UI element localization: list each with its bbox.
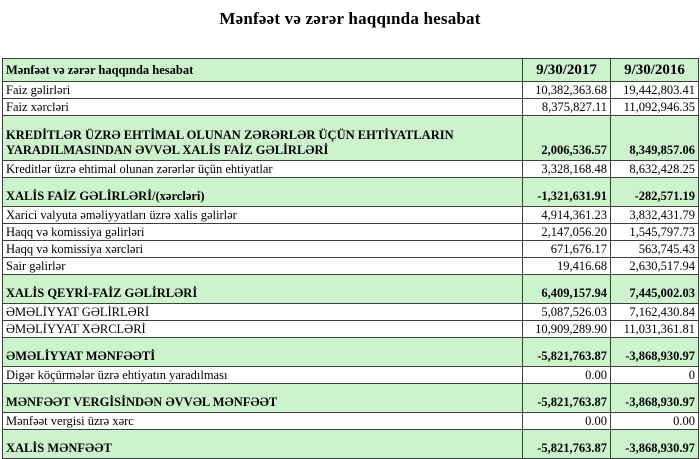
- table-row: Sair gəlirlər 19,416.68 2,630,517.94: [2, 257, 699, 275]
- row-label: XALİS MƏNFƏƏT: [2, 429, 523, 459]
- header-col-2017: 9/30/2017: [522, 58, 611, 82]
- row-label: Xarici valyuta əməliyyatları üzrə xalis …: [2, 206, 523, 224]
- row-label: Sair gəlirlər: [2, 257, 523, 275]
- value-2017: 671,676.17: [522, 240, 611, 258]
- row-label: Mənfəət vergisi üzrə xərc: [2, 412, 523, 430]
- table-row: Digər köçürmələr üzrə ehtiyatın yaradılm…: [2, 366, 699, 384]
- table-row: MƏNFƏƏT VERGİSİNDƏN ƏVVƏL MƏNFƏƏT -5,821,…: [2, 383, 699, 413]
- row-label: Haqq və komissiya xərcləri: [2, 240, 523, 258]
- table-row: Haqq və komissiya xərcləri 671,676.17 563,…: [2, 240, 699, 258]
- header-title-cell: Mənfəət və zərər haqqında hesabat: [2, 58, 523, 82]
- table-row: Mənfəət vergisi üzrə xərc 0.00 0.00: [2, 412, 699, 430]
- value-2016: 1,545,797.73: [610, 223, 699, 241]
- table-row: ƏMƏLİYYAT GƏLİRLƏRİ 5,087,526.03 7,162,430…: [2, 303, 699, 321]
- value-2016: 8,632,428.25: [610, 160, 699, 178]
- value-2017: -5,821,763.87: [522, 429, 611, 459]
- row-label: Faiz gəlirləri: [2, 81, 523, 99]
- value-2017: 10,382,363.68: [522, 81, 611, 99]
- value-2017: 10,909,289.90: [522, 320, 611, 338]
- value-2017: -1,321,631.91: [522, 177, 611, 207]
- value-2016: 11,092,946.35: [610, 98, 699, 116]
- value-2016: 11,031,361.81: [610, 320, 699, 338]
- table-row: Haqq və komissiya gəlirləri 2,147,056.20 1…: [2, 223, 699, 241]
- value-2017: 2,006,536.57: [522, 115, 611, 161]
- profit-loss-table: Mənfəət və zərər haqqında hesabat 9/30/2…: [2, 58, 699, 459]
- table-row: ƏMƏLİYYAT XƏRCLƏRİ 10,909,289.90 11,031,36…: [2, 320, 699, 338]
- value-2016: 7,445,002.03: [610, 274, 699, 304]
- value-2016: 19,442,803.41: [610, 81, 699, 99]
- row-label: Haqq və komissiya gəlirləri: [2, 223, 523, 241]
- value-2017: 0.00: [522, 412, 611, 430]
- value-2016: 8,349,857.06: [610, 115, 699, 161]
- table-row: XALİS QEYRİ-FAİZ GƏLİRLƏRİ 6,409,157.94 7,…: [2, 274, 699, 304]
- row-label: MƏNFƏƏT VERGİSİNDƏN ƏVVƏL MƏNFƏƏT: [2, 383, 523, 413]
- table-row: XALİS MƏNFƏƏT -5,821,763.87 -3,868,930.97: [2, 429, 699, 459]
- table-row: Faiz gəlirləri 10,382,363.68 19,442,803.41: [2, 81, 699, 99]
- value-2016: -3,868,930.97: [610, 429, 699, 459]
- page-title: Mənfəət və zərər haqqında hesabat: [219, 9, 481, 28]
- value-2017: 0.00: [522, 366, 611, 384]
- value-2017: 3,328,168.48: [522, 160, 611, 178]
- row-label: Faiz xərcləri: [2, 98, 523, 116]
- value-2016: 3,832,431.79: [610, 206, 699, 224]
- row-label: KREDİTLƏR ÜZRƏ EHTİMAL OLUNAN ZƏRƏRLƏR Ü…: [2, 115, 523, 161]
- value-2016: 0: [610, 366, 699, 384]
- value-2017: 19,416.68: [522, 257, 611, 275]
- value-2017: -5,821,763.87: [522, 383, 611, 413]
- value-2016: 563,745.43: [610, 240, 699, 258]
- value-2017: 2,147,056.20: [522, 223, 611, 241]
- value-2016: 7,162,430.84: [610, 303, 699, 321]
- table-row: Xarici valyuta əməliyyatları üzrə xalis …: [2, 206, 699, 224]
- value-2016: -3,868,930.97: [610, 383, 699, 413]
- row-label: ƏMƏLİYYAT XƏRCLƏRİ: [2, 320, 523, 338]
- row-label: XALİS QEYRİ-FAİZ GƏLİRLƏRİ: [2, 274, 523, 304]
- value-2017: 6,409,157.94: [522, 274, 611, 304]
- value-2016: -282,571.19: [610, 177, 699, 207]
- row-label: Kreditlər üzrə ehtimal olunan zərərlər ü…: [2, 160, 523, 178]
- row-label: XALİS FAİZ GƏLİRLƏRİ/(xərcləri): [2, 177, 523, 207]
- table-row: XALİS FAİZ GƏLİRLƏRİ/(xərcləri) -1,321,63…: [2, 177, 699, 207]
- row-label: ƏMƏLİYYAT MƏNFƏƏTİ: [2, 337, 523, 367]
- row-label: Digər köçürmələr üzrə ehtiyatın yaradılm…: [2, 366, 523, 384]
- table-row: ƏMƏLİYYAT MƏNFƏƏTİ -5,821,763.87 -3,868,93…: [2, 337, 699, 367]
- value-2017: 4,914,361.23: [522, 206, 611, 224]
- value-2017: 5,087,526.03: [522, 303, 611, 321]
- value-2016: 0.00: [610, 412, 699, 430]
- table-row: Faiz xərcləri 8,375,827.11 11,092,946.35: [2, 98, 699, 116]
- table-header-row: Mənfəət və zərər haqqında hesabat 9/30/2…: [2, 58, 699, 82]
- table-row: Kreditlər üzrə ehtimal olunan zərərlər ü…: [2, 160, 699, 178]
- value-2017: 8,375,827.11: [522, 98, 611, 116]
- value-2016: -3,868,930.97: [610, 337, 699, 367]
- report-table-body: Faiz gəlirləri 10,382,363.68 19,442,803.41…: [2, 81, 699, 459]
- value-2017: -5,821,763.87: [522, 337, 611, 367]
- table-row: KREDİTLƏR ÜZRƏ EHTİMAL OLUNAN ZƏRƏRLƏR Ü…: [2, 115, 699, 161]
- row-label: ƏMƏLİYYAT GƏLİRLƏRİ: [2, 303, 523, 321]
- header-col-2016: 9/30/2016: [610, 58, 699, 82]
- value-2016: 2,630,517.94: [610, 257, 699, 275]
